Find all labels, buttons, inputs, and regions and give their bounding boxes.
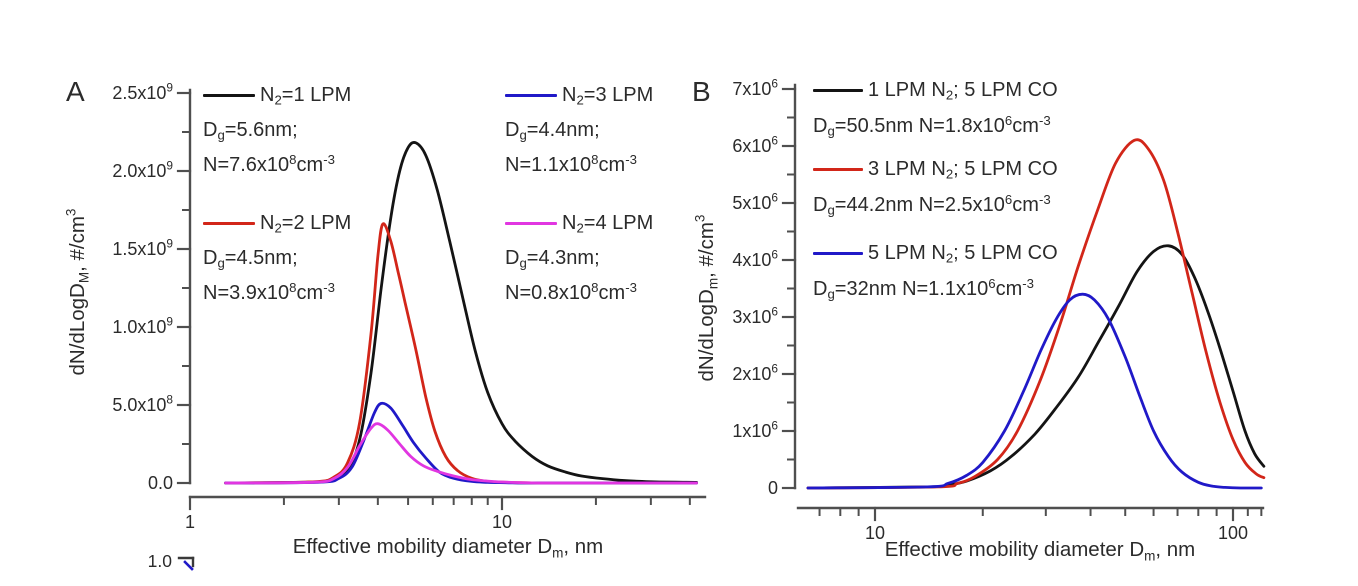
legend-entry: N2=2 LPM Dg=4.5nm; N=3.9x108cm-3 [203, 212, 351, 305]
legend-series-stats: Dg=44.2nm N=2.5x106cm-3 [813, 191, 1051, 218]
panel-B-tick-labels: 0 1x106 2x106 3x106 4x106 5x106 6x106 7x106 10 10… [732, 76, 1248, 543]
legend-series-title: 3 LPM N2; 5 LPM CO [868, 158, 1058, 182]
legend-series-stats: Dg=5.6nm; [203, 119, 298, 143]
svg-text:6x106: 6x106 [732, 133, 778, 156]
panel-B-axes [781, 83, 1265, 522]
panel-label-b: B [692, 76, 711, 107]
legend-line-sample [203, 93, 255, 98]
svg-text:2.5x109: 2.5x109 [112, 80, 173, 103]
svg-text:Effective mobility diameter Dm: Effective mobility diameter Dm, nm [885, 538, 1196, 564]
panel-label-a: A [66, 76, 85, 107]
svg-text:1.5x109: 1.5x109 [112, 236, 173, 259]
legend-series-title: N2=3 LPM [562, 84, 654, 108]
legend-entry: 3 LPM N2; 5 LPM CO Dg=44.2nm N=2.5x106cm… [813, 158, 1058, 217]
svg-text:2x106: 2x106 [732, 361, 778, 384]
legend-series-stats: Dg=4.4nm; [505, 119, 600, 143]
series-curve-n2-1-lpm [224, 141, 698, 485]
svg-text:4x106: 4x106 [732, 247, 778, 270]
partial-next-panel-tick-label: 1.0 [147, 551, 172, 571]
svg-text:0.0: 0.0 [148, 473, 173, 493]
svg-text:0: 0 [768, 478, 778, 498]
legend-series-title: 5 LPM N2; 5 LPM CO [868, 242, 1058, 266]
legend-series-title: N2=2 LPM [260, 212, 352, 236]
legend-entry: N2=4 LPM Dg=4.3nm; N=0.8x108cm-3 [505, 212, 653, 305]
legend-series-stats: Dg=32nm N=1.1x106cm-3 [813, 275, 1034, 302]
legend-series-stats: N=1.1x108cm-3 [505, 151, 637, 176]
svg-text:10: 10 [865, 523, 885, 543]
legend-line-sample [505, 93, 557, 98]
legend-series-stats: Dg=4.5nm; [203, 247, 298, 271]
legend-entry: N2=1 LPM Dg=5.6nm; N=7.6x108cm-3 [203, 84, 351, 177]
legend-series-stats: N=7.6x108cm-3 [203, 151, 335, 176]
series-curve-n2-3-lpm [224, 401, 698, 485]
legend-entry: N2=3 LPM Dg=4.4nm; N=1.1x108cm-3 [505, 84, 653, 177]
svg-text:dN/dLogDM, #/cm3: dN/dLogDM, #/cm3 [63, 209, 91, 376]
legend-series-stats: Dg=4.3nm; [505, 247, 600, 271]
legend-series-title: 1 LPM N2; 5 LPM CO [868, 79, 1058, 103]
legend-series-title: N2=1 LPM [260, 84, 352, 108]
legend-entry: 5 LPM N2; 5 LPM CO Dg=32nm N=1.1x106cm-3 [813, 242, 1058, 301]
series-curve-n2-4-lpm [224, 422, 698, 485]
svg-text:1x106: 1x106 [732, 418, 778, 441]
panel-A-axis-titles: Effective mobility diameter Dm, nm dN/dLo… [63, 209, 603, 561]
series-curve-5-lpm-n2-5-lpm-co [806, 292, 1263, 490]
legend-entry: 1 LPM N2; 5 LPM CO Dg=50.5nm N=1.8x106cm… [813, 79, 1058, 138]
legend-line-sample [505, 221, 557, 226]
svg-text:7x106: 7x106 [732, 76, 778, 99]
svg-text:1: 1 [185, 512, 195, 532]
legend-series-stats: N=3.9x108cm-3 [203, 279, 335, 304]
panel-A-series [224, 141, 698, 485]
legend-line-sample [203, 221, 255, 226]
legend-series-stats: Dg=50.5nm N=1.8x106cm-3 [813, 112, 1051, 139]
svg-text:10: 10 [492, 512, 512, 532]
svg-text:2.0x109: 2.0x109 [112, 158, 173, 181]
legend-series-title: N2=4 LPM [562, 212, 654, 236]
legend-series-stats: N=0.8x108cm-3 [505, 279, 637, 304]
panel-B-series [806, 138, 1266, 490]
panel-A-axes [176, 88, 707, 511]
partial-next-panel-axis-fragment [177, 556, 195, 571]
svg-text:1.0x109: 1.0x109 [112, 314, 173, 337]
svg-text:3x106: 3x106 [732, 304, 778, 327]
legend-line-sample [813, 251, 863, 256]
svg-text:dN/dLogDm, #/cm3: dN/dLogDm, #/cm3 [692, 215, 720, 382]
legend-line-sample [813, 167, 863, 172]
svg-text:Effective mobility diameter Dm: Effective mobility diameter Dm, nm [293, 535, 604, 561]
svg-text:5x106: 5x106 [732, 190, 778, 213]
legend-line-sample [813, 88, 863, 93]
panel-B-axis-titles: Effective mobility diameter Dm, nm dN/dLo… [692, 215, 1195, 564]
panel-A-tick-labels: 0.0 5.0x108 1.0x109 1.5x109 2.0x109 2.5x109 1 1… [112, 80, 512, 532]
series-curve-3-lpm-n2-5-lpm-co [806, 138, 1266, 490]
svg-text:100: 100 [1218, 523, 1248, 543]
svg-text:5.0x108: 5.0x108 [112, 392, 173, 415]
